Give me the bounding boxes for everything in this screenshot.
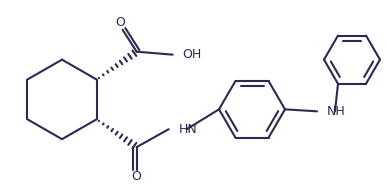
Text: O: O [132,170,142,184]
Text: O: O [116,16,125,29]
Text: HN: HN [179,123,197,136]
Text: OH: OH [183,48,202,61]
Text: NH: NH [327,105,346,118]
